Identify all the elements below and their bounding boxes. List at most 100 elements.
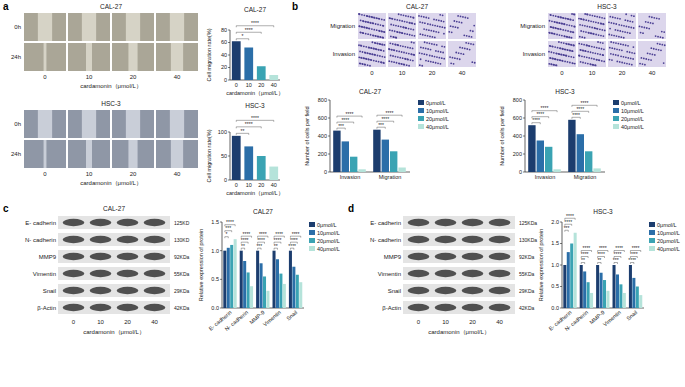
cell-dot xyxy=(375,23,377,25)
cell-dot xyxy=(612,16,614,18)
significance-label: *** xyxy=(564,225,570,231)
size-label: 130KDa xyxy=(519,237,537,243)
cell-dot xyxy=(624,31,626,33)
cell-dot xyxy=(469,49,471,51)
size-label: 125KDa xyxy=(519,220,537,226)
y-axis-label: Cell migration rate(%) xyxy=(206,129,212,182)
cell-dot xyxy=(633,27,635,29)
image-title: CAL-27 xyxy=(406,3,428,10)
cell-dot xyxy=(627,45,629,47)
size-label: 92KDa xyxy=(174,254,190,260)
cell-dot xyxy=(626,51,628,53)
cell-dot xyxy=(413,42,415,44)
cell-dot xyxy=(598,47,600,49)
y-axis-label: Relative expression of protein xyxy=(198,229,204,301)
cell-dot xyxy=(379,43,381,45)
cell-dot xyxy=(366,27,368,29)
cell-dot xyxy=(556,34,558,36)
cell-dot xyxy=(613,23,615,25)
bar xyxy=(292,267,295,308)
cell-dot xyxy=(658,18,660,20)
cell-dot xyxy=(374,42,376,44)
y-tick-label: 100 xyxy=(218,129,227,135)
cell-dot xyxy=(403,64,405,66)
dose-label: 20 xyxy=(429,70,436,76)
dose-label: 0 xyxy=(560,70,564,76)
cell-dot xyxy=(412,48,414,50)
micrograph xyxy=(112,43,154,71)
cell-dot xyxy=(611,59,613,61)
cell-dot xyxy=(645,21,647,23)
cell-dot xyxy=(432,61,434,63)
blot-band xyxy=(462,270,484,277)
cell-dot xyxy=(601,60,603,62)
cell-dot xyxy=(548,32,550,34)
cell-dot xyxy=(421,53,423,55)
cell-dot xyxy=(358,44,360,46)
cell-dot xyxy=(359,63,361,65)
cell-dot xyxy=(661,44,663,46)
cell-dot xyxy=(572,31,574,33)
cell-dot xyxy=(639,63,641,65)
bar xyxy=(600,273,603,308)
blot-band xyxy=(144,219,166,226)
chart-title: CAL-27 xyxy=(244,6,266,13)
cell-dot xyxy=(431,55,433,57)
cell-dot xyxy=(570,56,572,58)
bar-chart: CAL-27020406080Cell migration rate(%)***… xyxy=(206,6,284,97)
x-axis-label: cardamonin（μmol/L） xyxy=(80,180,141,187)
cell-dot xyxy=(369,53,371,55)
cell-dot xyxy=(360,32,362,34)
y-tick-label: 1.0 xyxy=(211,248,219,254)
cell-dot xyxy=(376,17,378,19)
legend-label: 10μmol/L xyxy=(657,230,680,236)
cell-dot xyxy=(367,52,369,54)
cell-dot xyxy=(550,57,552,59)
cell-dot xyxy=(361,45,363,47)
cell-dot xyxy=(365,52,367,54)
cell-dot xyxy=(597,28,599,30)
cell-dot xyxy=(391,18,393,20)
cell-dot xyxy=(585,31,587,33)
micrograph xyxy=(68,140,110,168)
cell-dot xyxy=(620,55,622,57)
blot-band xyxy=(90,219,112,226)
cell-dot xyxy=(552,58,554,60)
cell-dot xyxy=(427,35,429,37)
cell-dot xyxy=(453,63,455,65)
cell-dot xyxy=(620,43,622,45)
cell-dot xyxy=(407,59,409,61)
cell-dot xyxy=(601,17,603,19)
cell-dot xyxy=(407,58,409,60)
size-label: 130KD xyxy=(174,237,190,243)
cell-dot xyxy=(371,53,373,55)
cell-dot xyxy=(597,22,599,24)
row-label: 24h xyxy=(11,151,21,157)
cell-dot xyxy=(619,61,621,63)
cell-dot xyxy=(430,30,432,32)
blot-band xyxy=(435,236,457,243)
cell-dot xyxy=(571,62,573,64)
cell-dot xyxy=(427,60,429,62)
row-label: Invasion xyxy=(333,51,355,57)
cell-dot xyxy=(620,36,622,38)
cell-dot xyxy=(465,42,467,44)
cell-dot xyxy=(629,20,631,22)
cell-dot xyxy=(596,16,598,18)
size-label: 55KDa xyxy=(519,271,535,277)
cell-dot xyxy=(463,53,465,55)
blot-band xyxy=(63,236,85,243)
micrograph xyxy=(578,13,606,39)
cell-dot xyxy=(600,23,602,25)
protein-label: β-Actin xyxy=(382,305,401,311)
bar xyxy=(230,245,233,308)
cell-dot xyxy=(651,16,653,18)
legend-label: 40μmol/L xyxy=(621,124,644,130)
cell-dot xyxy=(581,36,583,38)
cell-dot xyxy=(394,30,396,32)
cell-dot xyxy=(586,45,588,47)
cell-dot xyxy=(626,63,628,65)
cell-dot xyxy=(460,16,462,18)
wound-gap xyxy=(38,13,52,41)
cell-dot xyxy=(442,52,444,54)
